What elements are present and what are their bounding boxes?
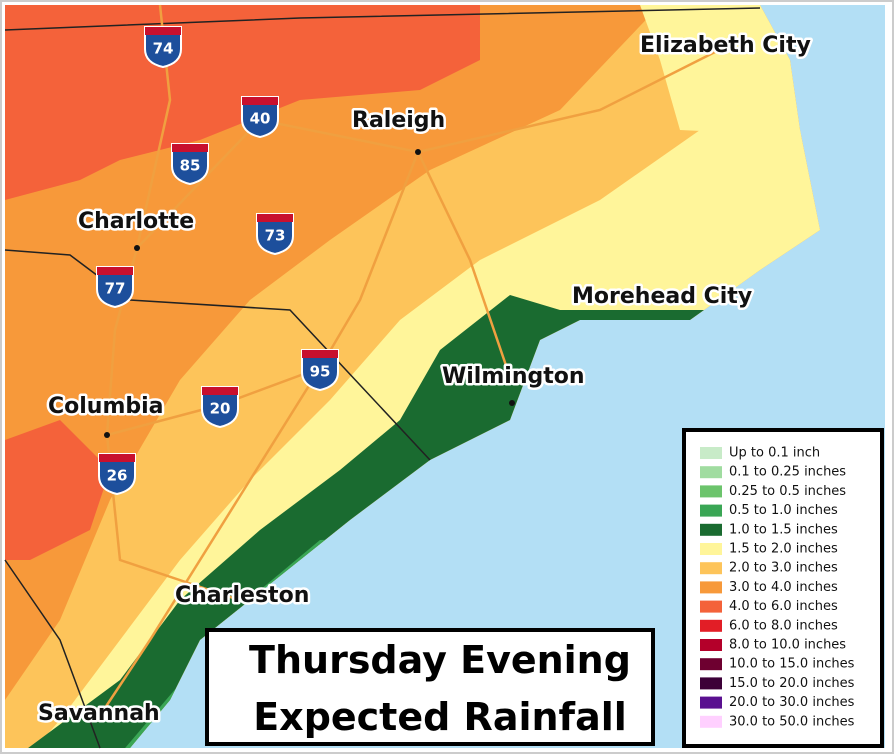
shield-number: 26 [107, 467, 128, 485]
shield-body [144, 26, 182, 69]
legend-swatch [700, 677, 722, 690]
city-label: Columbia [48, 394, 164, 419]
legend-swatch [700, 696, 722, 709]
shield-body [98, 453, 136, 496]
legend-swatch [700, 658, 722, 671]
legend-swatch [700, 523, 722, 536]
shield-top [99, 454, 135, 462]
interstate-shield: 74 [144, 26, 182, 69]
legend: Up to 0.1 inch 0.1 to 0.25 inches 0.25 to … [700, 446, 855, 729]
legend-swatch [700, 447, 722, 459]
legend-swatch [700, 504, 722, 517]
legend-label: 10.0 to 15.0 inches [729, 657, 855, 672]
legend-label: 1.0 to 1.5 inches [729, 522, 838, 537]
shield-top [302, 350, 338, 358]
shield-number: 95 [310, 363, 331, 381]
shield-number: 40 [250, 110, 271, 128]
rainfall-band [640, 5, 820, 140]
city-dot [509, 400, 515, 406]
legend-label: 0.1 to 0.25 inches [729, 465, 846, 480]
city-label: Savannah [38, 701, 160, 726]
shield-top [145, 27, 181, 35]
city-label: Raleigh [352, 108, 445, 133]
shield-top [242, 97, 278, 105]
legend-label: 6.0 to 8.0 inches [729, 618, 838, 633]
city-labels: Elizabeth City Raleigh Charlotte Columbia Wi… [36, 31, 814, 729]
title-box [205, 628, 655, 746]
interstate-shield: 73 [256, 213, 294, 256]
legend-label: 15.0 to 20.0 inches [729, 676, 855, 691]
shield-body [96, 266, 134, 309]
shield-body [256, 213, 294, 256]
shield-number: 85 [180, 157, 201, 175]
legend-label: 30.0 to 50.0 inches [729, 714, 855, 729]
city-label: Morehead City [572, 284, 752, 309]
interstate-shields: 74 40 85 73 77 95 20 26 [96, 26, 339, 496]
city-dot [134, 245, 140, 251]
legend-swatch [700, 485, 722, 498]
city-label: Charlotte [78, 209, 194, 234]
rainfall-band [5, 420, 110, 560]
legend-label: 1.5 to 2.0 inches [729, 542, 838, 557]
legend-swatch [700, 619, 722, 632]
title-line: Expected Rainfall [253, 695, 627, 739]
shield-top [257, 214, 293, 222]
legend-label: 2.0 to 3.0 inches [729, 561, 838, 576]
interstate-shield: 85 [171, 143, 209, 186]
legend-label: 0.25 to 0.5 inches [729, 484, 846, 499]
legend-swatch [700, 466, 722, 479]
shield-number: 20 [210, 400, 231, 418]
legend-swatch [700, 543, 722, 555]
city-dot [104, 432, 110, 438]
shield-number: 73 [265, 227, 286, 245]
legend-swatch [700, 715, 722, 728]
legend-swatch [700, 600, 722, 613]
shield-number: 74 [153, 40, 174, 58]
interstate-shield: 77 [96, 266, 134, 309]
city-label: Wilmington [442, 364, 585, 389]
shield-top [172, 144, 208, 152]
shield-body [241, 96, 279, 139]
shield-body [171, 143, 209, 186]
shield-body [201, 386, 239, 429]
legend-label: 3.0 to 4.0 inches [729, 580, 838, 595]
shield-top [97, 267, 133, 275]
legend-label: 0.5 to 1.0 inches [729, 503, 838, 518]
city-label: Elizabeth City [640, 33, 811, 58]
city-label: Charleston [175, 583, 309, 608]
legend-swatch [700, 581, 722, 594]
shield-top [202, 387, 238, 395]
shield-body [301, 349, 339, 392]
interstate-shield: 95 [301, 349, 339, 392]
interstate-shield: 40 [241, 96, 279, 139]
legend-label: 4.0 to 6.0 inches [729, 599, 838, 614]
interstate-shield: 26 [98, 453, 136, 496]
legend-swatch [700, 639, 722, 651]
interstate-shield: 20 [201, 386, 239, 429]
title-line: Thursday Evening [249, 638, 631, 682]
legend-label: 20.0 to 30.0 inches [729, 695, 855, 710]
city-dot [415, 149, 421, 155]
legend-label: 8.0 to 10.0 inches [729, 638, 846, 653]
shield-number: 77 [105, 280, 126, 298]
legend-label: Up to 0.1 inch [729, 446, 820, 461]
legend-swatch [700, 562, 722, 575]
